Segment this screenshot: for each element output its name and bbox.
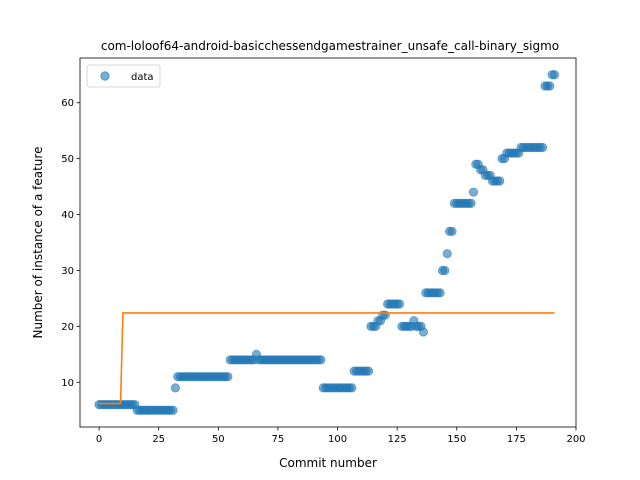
data-point — [347, 383, 357, 393]
y-tick-label: 10 — [61, 378, 74, 389]
legend-label-data: data — [131, 72, 154, 83]
x-tick-label: 25 — [152, 434, 165, 445]
data-point — [466, 198, 476, 208]
y-tick-label: 60 — [61, 98, 74, 109]
data-point — [435, 288, 445, 298]
chart-title: com-loloof64-android-basicchessendgamest… — [101, 39, 559, 53]
x-tick-label: 125 — [388, 434, 407, 445]
data-point — [223, 372, 233, 382]
y-tick-label: 40 — [61, 210, 74, 221]
data-point — [468, 187, 479, 197]
y-tick-label: 20 — [61, 322, 74, 333]
x-tick-label: 75 — [272, 434, 285, 445]
data-point — [545, 81, 555, 91]
x-tick-label: 150 — [447, 434, 466, 445]
data-point — [495, 176, 505, 186]
data-point — [538, 142, 548, 153]
data-point — [394, 299, 405, 309]
data-point — [363, 366, 374, 376]
data-point — [549, 70, 560, 80]
data-point — [442, 249, 452, 259]
legend-marker-data — [100, 71, 110, 81]
data-point — [418, 327, 428, 337]
legend: data — [86, 64, 161, 88]
y-axis-label: Number of instance of a feature — [31, 147, 45, 339]
data-point — [316, 355, 326, 365]
axes-frame — [79, 57, 577, 428]
x-tick-label: 0 — [96, 434, 102, 445]
x-tick-label: 50 — [212, 434, 225, 445]
marks-layer — [94, 70, 560, 415]
data-point — [168, 405, 178, 415]
data-point — [170, 383, 180, 393]
ticks-layer: 0 25 50 75 100 125 150 175 200 10 20 30 40 50 60 — [61, 98, 585, 445]
data-point — [440, 265, 450, 276]
x-tick-label: 175 — [507, 434, 526, 445]
legend-box — [86, 64, 161, 88]
y-tick-label: 50 — [61, 154, 74, 165]
x-axis-label: Commit number — [279, 456, 377, 470]
y-tick-label: 30 — [61, 266, 74, 277]
x-tick-label: 200 — [566, 434, 585, 445]
fit-line — [99, 312, 555, 405]
data-point — [447, 226, 457, 236]
x-tick-label: 100 — [328, 434, 347, 445]
